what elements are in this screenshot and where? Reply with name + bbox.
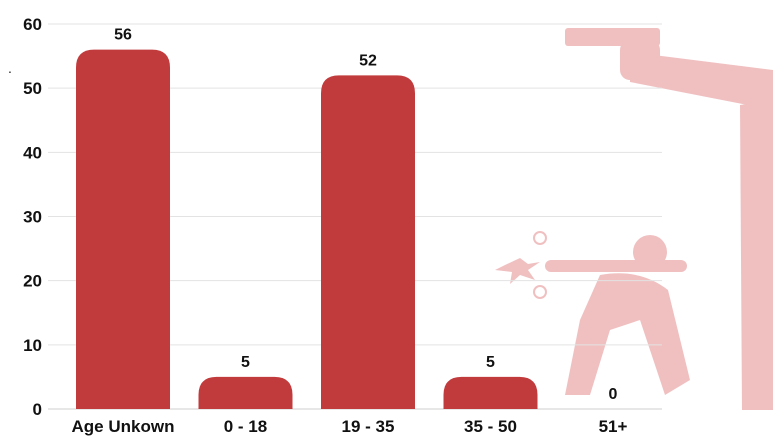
smoke-puff-shape <box>533 231 547 245</box>
x-category-label: 51+ <box>599 417 628 436</box>
x-category-label: 35 - 50 <box>464 417 517 436</box>
y-tick-label: 40 <box>23 143 42 162</box>
y-axis-ticks: 0 10 20 30 40 50 60 <box>23 15 42 419</box>
y-tick-label: 60 <box>23 15 42 34</box>
bar <box>76 49 170 410</box>
stray-mark: . <box>8 60 12 76</box>
x-axis-categories: Age Unkown 0 - 18 19 - 35 35 - 50 51+ <box>72 417 628 436</box>
x-category-label: 0 - 18 <box>224 417 267 436</box>
data-label: 5 <box>241 354 250 371</box>
y-tick-label: 30 <box>23 208 42 227</box>
body-edge-shape <box>740 100 773 410</box>
y-tick-label: 20 <box>23 272 42 291</box>
data-label: 0 <box>609 386 618 403</box>
data-label: 52 <box>359 52 377 69</box>
shooter-body-shape <box>565 273 690 395</box>
x-category-label: Age Unkown <box>72 417 175 436</box>
y-tick-label: 10 <box>23 336 42 355</box>
bars <box>76 49 538 410</box>
gunman-illustration-icon <box>495 28 773 410</box>
arm-shape <box>630 52 773 110</box>
muzzle-flash-shape <box>495 258 540 284</box>
bar <box>443 376 538 409</box>
y-tick-label: 50 <box>23 79 42 98</box>
data-labels: 56 5 52 5 0 <box>114 27 617 403</box>
bar <box>321 75 415 409</box>
rifle-shape <box>545 260 687 272</box>
y-tick-label: 0 <box>33 400 42 419</box>
x-category-label: 19 - 35 <box>342 417 395 436</box>
data-label: 56 <box>114 27 132 44</box>
bar <box>198 376 293 409</box>
smoke-puff-shape <box>533 285 547 299</box>
data-label: 5 <box>486 354 495 371</box>
